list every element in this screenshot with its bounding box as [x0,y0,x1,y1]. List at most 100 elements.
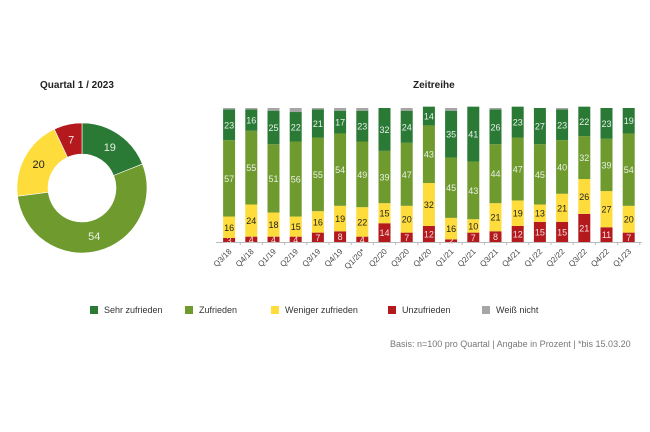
bar-value-label: 44 [490,169,500,179]
bar-value-label: 8 [493,232,498,242]
bar-value-label: 15 [535,227,545,237]
bar-stack-Q1-23: 7 20 54 19 [622,108,635,243]
bar-segment-sehr-zufrieden [289,112,302,142]
bar-segment-unzufrieden [556,221,569,242]
bar-value-label: 40 [557,162,567,172]
bar-value-label: 21 [579,223,589,233]
bar-segment-zufrieden [400,142,413,206]
bar-value-label: 47 [402,170,412,180]
bar-segment-weniger-zufrieden [422,183,435,226]
bar-segment-wei-nicht [289,108,302,113]
donut-chart: 19 54 20 7 [16,122,148,254]
legend-swatch [185,306,193,314]
bar-stack-Q3-20: 7 20 47 24 [400,108,413,243]
bar-value-label: 54 [335,165,345,175]
bar-value-label: 3 [227,235,232,245]
bar-value-label: 24 [402,122,412,132]
bar-segment-sehr-zufrieden [578,106,591,137]
bar-value-label: 7 [315,233,320,243]
bar-chart-title: Zeitreihe [413,80,455,91]
bar-segment-unzufrieden [400,232,413,242]
bar-value-label: 39 [379,173,389,183]
bar-segment-wei-nicht [400,108,413,111]
bar-segment-zufrieden [556,140,569,194]
bar-value-label: 23 [224,120,234,130]
bar-value-label: 55 [313,170,323,180]
bar-value-label: 7 [626,233,631,243]
bar-value-label: 43 [468,186,478,196]
bar-segment-wei-nicht [489,108,502,110]
bar-segment-zufrieden [600,138,613,192]
x-tick-label: Q4/19 [323,247,345,269]
bar-segment-zufrieden [533,144,546,205]
bar-segment-weniger-zufrieden [489,203,502,232]
bar-value-label: 45 [446,183,456,193]
bar-segment-weniger-zufrieden [356,207,369,237]
legend-label: Weniger zufrieden [285,305,358,315]
donut-slice-label: 54 [88,231,100,243]
bar-segment-unzufrieden [422,225,435,242]
bar-stack-Q3-18: 3 16 57 23 [223,108,236,245]
bar-stack-Q1-19: 4 18 51 25 [267,108,280,245]
bar-segment-unzufrieden [223,237,236,242]
bar-segment-wei-nicht [223,108,236,110]
legend-swatch [388,306,396,314]
bar-value-label: 23 [557,120,567,130]
x-tick-label: Q3/20 [389,247,411,269]
legend-label: Weiß nicht [496,305,539,315]
bar-value-label: 21 [313,119,323,129]
bar-value-label: 10 [468,221,478,231]
bar-segment-unzufrieden [311,232,324,242]
bar-value-label: 8 [338,232,343,242]
bar-value-label: 19 [335,214,345,224]
bar-segment-wei-nicht [267,108,280,111]
bar-segment-sehr-zufrieden [356,110,369,142]
bar-value-label: 13 [535,209,545,219]
bar-segment-sehr-zufrieden [600,108,613,139]
bar-value-label: 7 [471,233,476,243]
bar-segment-sehr-zufrieden [400,110,413,143]
bar-value-label: 14 [379,228,389,238]
bar-value-label: 14 [424,112,434,122]
bar-stack-Q3-22: 21 26 32 22 [578,106,591,242]
bar-stack-Q2-19: 4 15 56 22 [289,108,302,245]
bar-value-label: 43 [424,150,434,160]
bar-segment-unzufrieden [533,221,546,242]
legend-item-zufrieden: Zufrieden [185,305,237,315]
bar-segment-unzufrieden [267,236,280,242]
bar-value-label: 56 [291,175,301,185]
legend-label: Zufrieden [199,305,238,315]
bar-segment-weniger-zufrieden [556,193,569,222]
bar-value-label: 57 [224,174,234,184]
bar-value-label: 2 [449,236,454,246]
x-tick-label: Q4/21 [500,247,522,269]
bar-segment-weniger-zufrieden [400,205,413,233]
bar-value-label: 4 [293,235,298,245]
bar-segment-sehr-zufrieden [267,110,280,145]
bar-segment-unzufrieden [445,239,458,242]
bar-segment-wei-nicht [556,108,569,110]
bar-segment-weniger-zufrieden [245,204,258,237]
stacked-bar-chart: 3165723Q3/184245516Q4/184185125Q1/194155… [212,106,642,271]
legend-item-sehr-zufrieden: Sehr zufrieden [90,305,163,315]
footnote: Basis: n=100 pro Quartal | Angabe in Pro… [390,339,631,349]
bar-segment-weniger-zufrieden [334,205,347,232]
donut-slice-zufrieden [17,163,148,254]
bar-stack-Q1-20-: 4 22 49 23 [356,108,369,245]
bar-stack-Q4-18: 4 24 55 16 [245,108,258,245]
bar-value-label: 51 [268,174,278,184]
bar-segment-sehr-zufrieden [422,106,435,126]
bar-segment-weniger-zufrieden [511,200,524,226]
bar-value-label: 15 [291,222,301,232]
bar-stack-Q4-22: 11 27 39 23 [600,108,613,242]
bar-stack-Q2-21: 7 10 43 41 [467,106,480,243]
bar-value-label: 12 [424,229,434,239]
bar-value-label: 18 [268,220,278,230]
bar-segment-weniger-zufrieden [578,179,591,214]
x-tick-label: Q3/22 [567,247,589,269]
bar-segment-unzufrieden [578,213,591,242]
bar-segment-weniger-zufrieden [622,205,635,233]
bar-value-label: 17 [335,118,345,128]
x-tick-label: Q3/21 [478,247,500,269]
bar-value-label: 19 [624,116,634,126]
